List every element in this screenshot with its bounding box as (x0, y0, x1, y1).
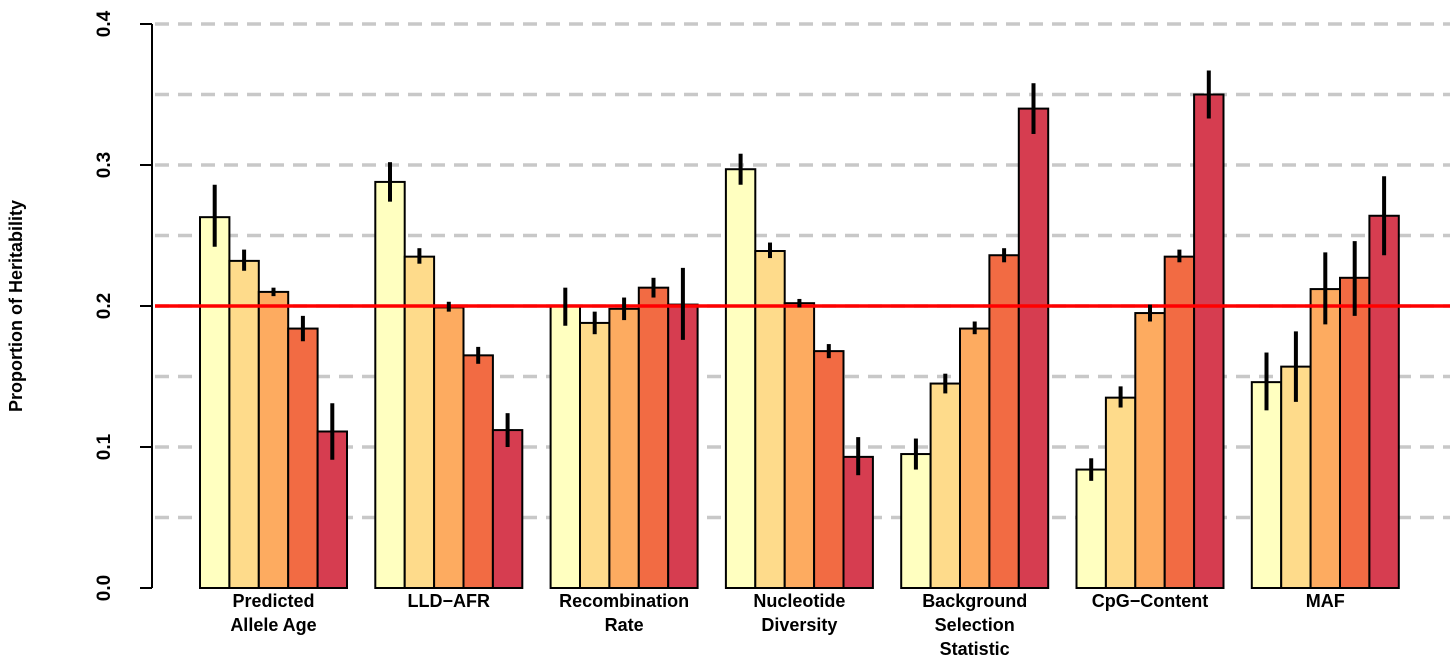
bar (257, 290, 290, 589)
bar (462, 354, 494, 589)
bar (754, 250, 786, 589)
bar (1017, 107, 1050, 589)
bar (228, 259, 260, 589)
category-label: Diversity (761, 615, 837, 635)
category-label: LLD−AFR (408, 591, 491, 611)
bar (1368, 214, 1400, 589)
y-axis-title: Proportion of Heritability (6, 200, 26, 412)
bar (637, 286, 670, 589)
bar (1104, 396, 1137, 589)
bar (1134, 312, 1166, 589)
category-label: Statistic (940, 639, 1010, 659)
category-label: Predicted (232, 591, 314, 611)
x-category-labels: Predicted Allele Age LLD−AFR Recombination R… (230, 591, 1344, 659)
bar (1309, 288, 1341, 589)
bar (374, 180, 406, 589)
bar (1250, 381, 1283, 590)
y-axis: 0.0 0.1 0.2 0.3 0.4 (94, 10, 153, 601)
bar-group-4 (900, 107, 1050, 590)
category-label: MAF (1306, 591, 1345, 611)
category-label: Rate (605, 615, 644, 635)
bar (959, 327, 991, 589)
bar (287, 327, 319, 589)
bar-group-5 (1075, 93, 1225, 589)
bar (900, 453, 932, 589)
category-label: Selection (935, 615, 1015, 635)
bar (724, 168, 757, 589)
bar (783, 302, 816, 589)
y-tick-label: 0.0 (94, 575, 115, 601)
category-label: Nucleotide (753, 591, 845, 611)
bar (549, 305, 581, 589)
bar (199, 216, 231, 589)
bar (1193, 93, 1225, 589)
bar (433, 306, 465, 589)
y-tick-label: 0.4 (94, 10, 115, 37)
bar (1075, 468, 1107, 589)
bar-group-3 (724, 168, 874, 589)
bar-group-1 (374, 180, 524, 589)
bar (491, 429, 524, 589)
bar-group-2 (549, 286, 699, 589)
y-tick-label: 0.1 (94, 433, 115, 460)
bar (667, 303, 699, 589)
category-label: Background (922, 591, 1027, 611)
bar (929, 382, 961, 589)
bar (813, 350, 845, 589)
bar (842, 455, 874, 589)
category-label: CpG−Content (1092, 591, 1209, 611)
y-tick-label: 0.3 (94, 152, 115, 178)
bar (608, 307, 640, 589)
bar-group-6 (1250, 214, 1400, 590)
category-label: Recombination (559, 591, 689, 611)
error-bars (212, 70, 1387, 481)
bar-groups (199, 93, 1400, 590)
bar (1339, 276, 1371, 589)
y-tick-label: 0.2 (94, 293, 115, 319)
category-label: Allele Age (230, 615, 316, 635)
bar (579, 321, 611, 589)
bar-group-0 (199, 216, 349, 589)
